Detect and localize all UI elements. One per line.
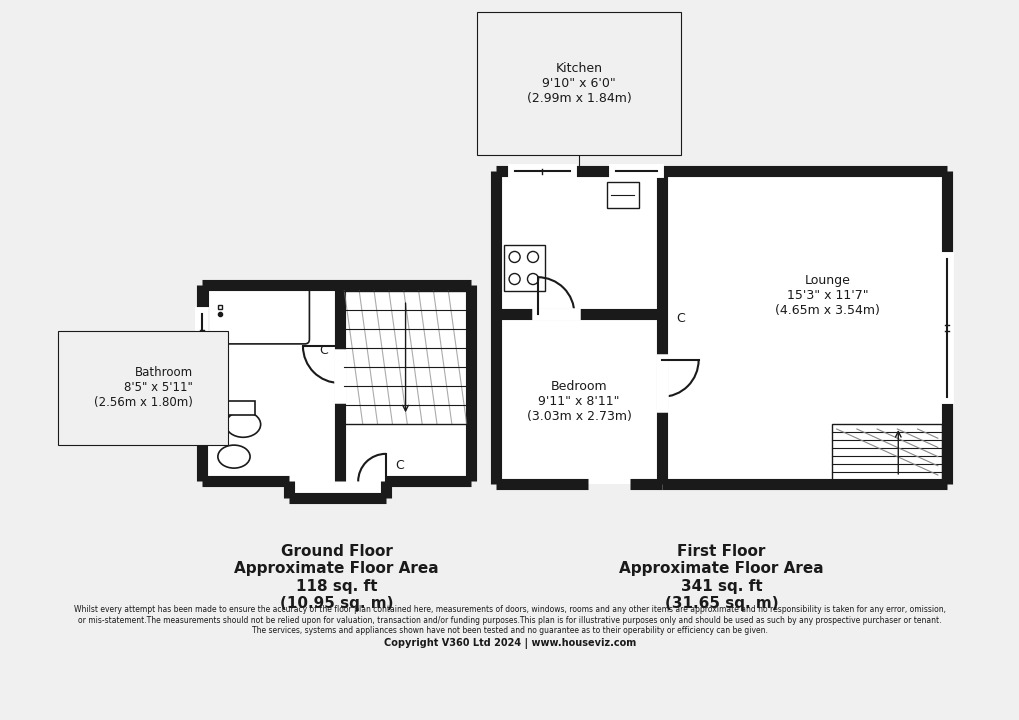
Ellipse shape — [225, 412, 261, 437]
Text: Whilst every attempt has been made to ensure the accuracy of the floor plan cont: Whilst every attempt has been made to en… — [74, 606, 945, 635]
Text: C: C — [394, 459, 404, 472]
Text: C: C — [676, 312, 684, 325]
FancyBboxPatch shape — [208, 284, 309, 344]
Bar — [289, 482, 385, 498]
Text: Ground Floor
Approximate Floor Area
118 sq. ft
(10.95 sq. m): Ground Floor Approximate Floor Area 118 … — [234, 544, 438, 611]
Ellipse shape — [218, 445, 250, 468]
Text: C: C — [319, 344, 327, 357]
Text: Bedroom
9'11" x 8'11"
(3.03m x 2.73m): Bedroom 9'11" x 8'11" (3.03m x 2.73m) — [526, 380, 631, 423]
Bar — [202, 284, 471, 482]
Text: Lounge
15'3" x 11'7"
(4.65m x 3.54m): Lounge 15'3" x 11'7" (4.65m x 3.54m) — [774, 274, 879, 317]
Bar — [220, 402, 255, 415]
Text: Kitchen
9'10" x 6'0"
(2.99m x 1.84m): Kitchen 9'10" x 6'0" (2.99m x 1.84m) — [526, 63, 631, 105]
Text: First Floor
Approximate Floor Area
341 sq. ft
(31.65 sq. m): First Floor Approximate Floor Area 341 s… — [619, 544, 823, 611]
Bar — [503, 245, 544, 291]
Bar — [832, 424, 942, 480]
Text: Bathroom
8'5" x 5'11"
(2.56m x 1.80m): Bathroom 8'5" x 5'11" (2.56m x 1.80m) — [94, 366, 193, 409]
Bar — [495, 171, 946, 485]
Text: Copyright V360 Ltd 2024 | www.houseviz.com: Copyright V360 Ltd 2024 | www.houseviz.c… — [383, 638, 636, 649]
Bar — [606, 182, 638, 208]
